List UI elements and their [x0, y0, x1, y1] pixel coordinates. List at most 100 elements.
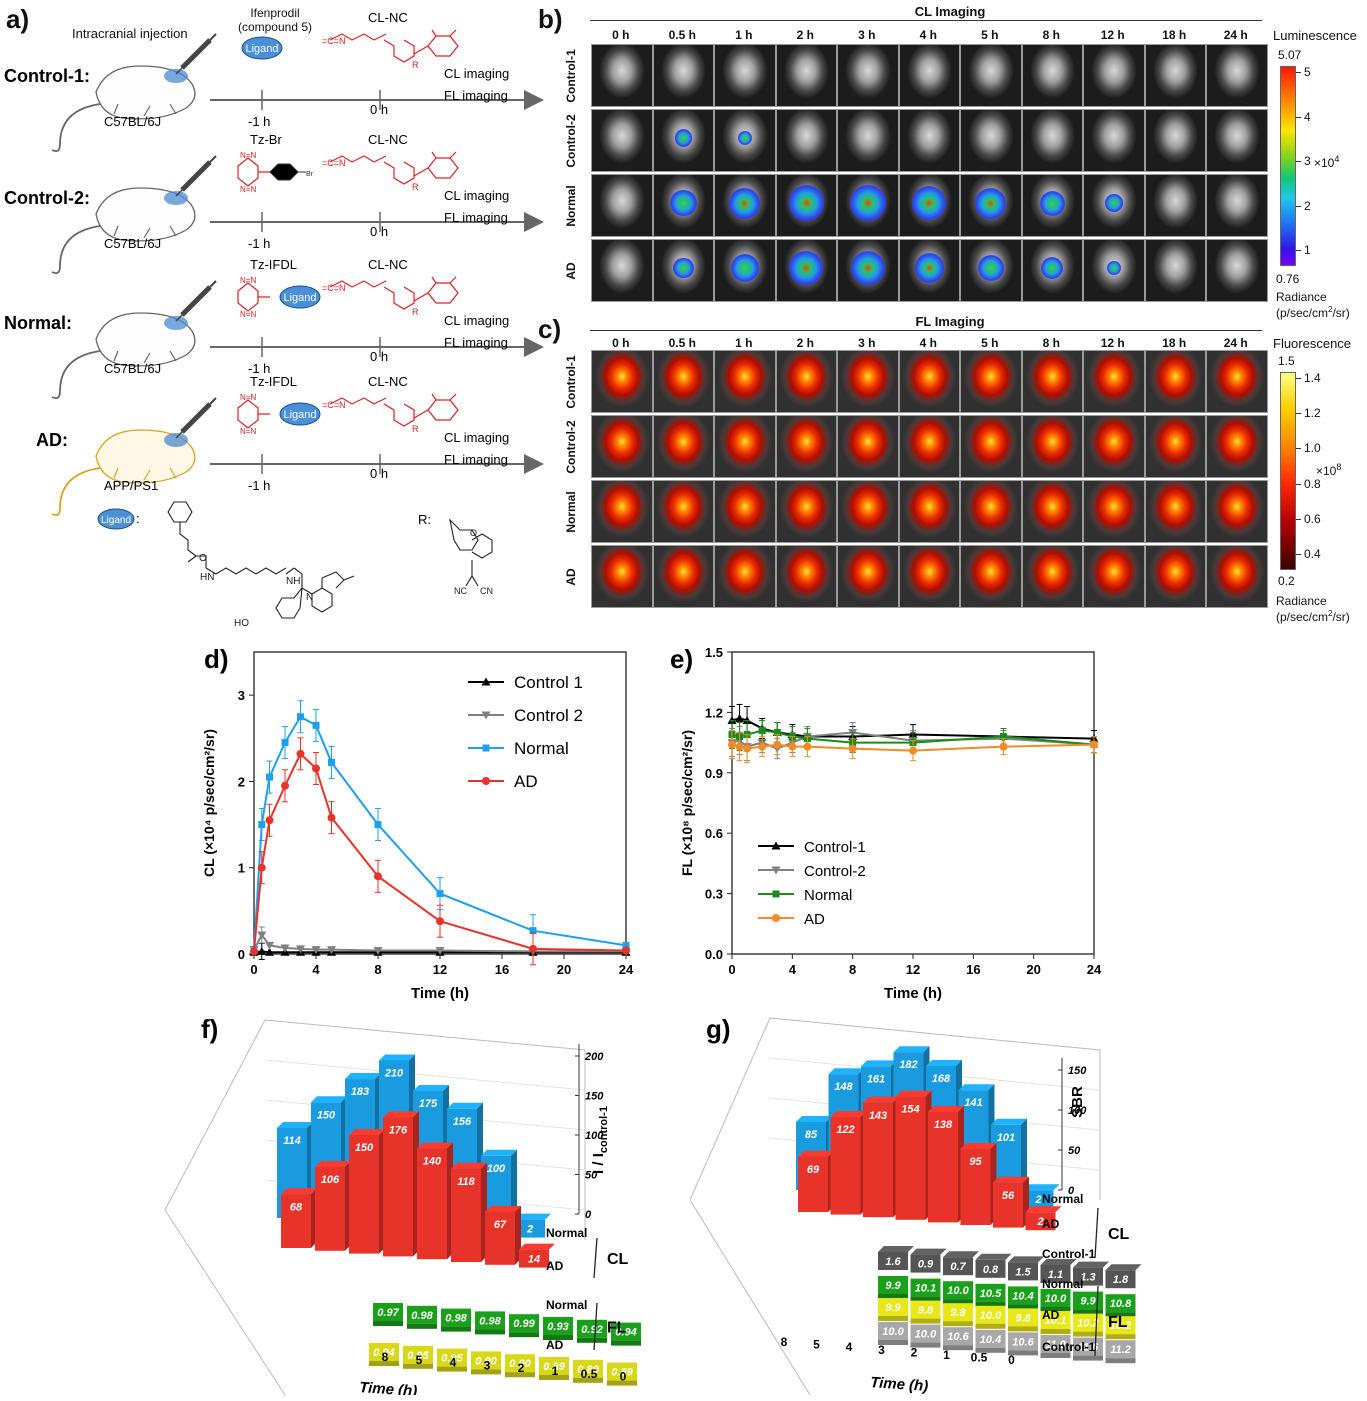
data-point [296, 945, 305, 954]
fl-image [1083, 545, 1145, 608]
cl-image [960, 174, 1022, 237]
bar [607, 1362, 637, 1381]
time-header: 12 h [1100, 28, 1125, 42]
svg-text:N: N [306, 592, 313, 603]
bar-value-label: 143 [869, 1110, 887, 1122]
bar [451, 1168, 481, 1262]
probe-label: CL-NC [368, 132, 408, 147]
luminescence-spot [977, 254, 1004, 282]
data-point [481, 677, 491, 686]
luminescence-spot [914, 253, 944, 283]
data-point [257, 931, 267, 940]
series-ad [250, 737, 630, 966]
legend-label: Control 2 [514, 706, 583, 725]
bar-value-label: 1.5 [1015, 1266, 1031, 1278]
bar-top [991, 1118, 1027, 1125]
bar-top [1073, 1261, 1109, 1268]
cl-imaging-text: CL imaging [444, 188, 509, 203]
cl-image [1021, 174, 1083, 237]
fl-colorbar-max: 1.5 [1278, 354, 1295, 368]
legend-entry: AD [758, 911, 825, 928]
x-category-label: 2 [518, 1361, 525, 1375]
bar-top [975, 1253, 1012, 1260]
cl-image [652, 44, 714, 107]
bar [1008, 1262, 1038, 1281]
bar-value-label: 168 [932, 1073, 951, 1085]
bar [798, 1156, 828, 1212]
z-axis-label: SBR [1069, 1086, 1086, 1118]
bar-value-label: 176 [389, 1124, 408, 1136]
x-category-label: 8 [781, 1335, 788, 1349]
data-point [328, 758, 335, 766]
bar [910, 1254, 941, 1273]
svg-text:N=N: N=N [240, 276, 256, 285]
series-axis-label: Normal [546, 1226, 587, 1240]
data-point [258, 821, 266, 829]
fl-imaging-text: FL imaging [444, 210, 508, 225]
luminescence-spot [912, 186, 947, 221]
bar-value-label: 114 [283, 1135, 301, 1147]
cl-image [898, 44, 960, 107]
legend-entry: Normal [758, 887, 852, 904]
luminescence-spot [729, 187, 761, 219]
group-label-fl: FL [1108, 1314, 1128, 1331]
cl-image [1206, 109, 1268, 172]
bar [943, 1281, 973, 1300]
time-minus-1: -1 h [248, 361, 270, 376]
luminescence-spot [789, 251, 824, 286]
bar [975, 1305, 1006, 1324]
time-header: 2 h [796, 336, 814, 350]
data-point [312, 721, 320, 729]
svg-text:N=N: N=N [240, 427, 256, 436]
data-point [374, 872, 382, 881]
bar [403, 1345, 433, 1364]
reagent-label: Tz-IFDL [250, 374, 297, 389]
luminescence-spot [1106, 260, 1121, 276]
row-label: Control-1 [564, 48, 578, 103]
protocol-row-4: AD: APP/PS1 -1 h 0 h CL imaging FL imaging CL-… [36, 374, 544, 517]
fl-image [1144, 350, 1206, 413]
data-point [622, 946, 630, 955]
time-zero: 0 h [370, 466, 388, 481]
bar-top [451, 1162, 487, 1169]
data-point [265, 816, 274, 825]
bar-value-label: 11.6 [1078, 1342, 1099, 1354]
data-point [327, 946, 336, 955]
bar-value-label: 100 [487, 1163, 506, 1175]
ligand-structure: O HN NH N HO [167, 501, 355, 629]
cl-colorbar-unit2: (p/sec/cm2/sr) [1276, 305, 1350, 320]
fl-imaging-text: FL imaging [444, 452, 508, 467]
bar-value-label: 1.8 [1113, 1274, 1129, 1286]
bar [960, 1149, 991, 1225]
bar [407, 1305, 437, 1324]
fl-unit-b: /sr) [1332, 610, 1350, 624]
bar-value-label: 10.0 [980, 1310, 1002, 1322]
bar-series-control-1-fl: 10.0 10.0 10.6 10.4 10.6 11.0 11.6 11.2 [878, 1322, 1136, 1364]
bar-value-label: 0.90 [475, 1355, 497, 1367]
bar [943, 1327, 973, 1346]
fl-image [960, 350, 1022, 413]
series-axis-label: Normal [1042, 1277, 1083, 1291]
bar [1025, 1212, 1056, 1231]
fl-image [898, 545, 960, 608]
data-point [1000, 733, 1007, 741]
bar-value-label: 68 [290, 1201, 303, 1213]
fl-colorbar-ticks: 1.4 1.2 1.0 0.8 0.6 0.4 [1296, 371, 1336, 568]
bar [1040, 1289, 1071, 1307]
bar-value-label: 2 [526, 1224, 533, 1236]
panel-b: b) CL Imaging 0 h 0.5 h 1 h 2 h 3 h 4 h 5 h 8 h… [538, 0, 1367, 320]
data-point [327, 813, 336, 822]
group-name: AD: [36, 430, 68, 450]
x-category-label: 1 [552, 1364, 559, 1378]
colorbar-tick-label: 0.6 [1304, 511, 1321, 526]
group-label-cl: CL [607, 1251, 629, 1268]
colorbar-tick [1296, 378, 1301, 379]
bar-top [277, 1121, 313, 1128]
y-tick-label: 0.9 [705, 766, 723, 781]
cl-image [591, 109, 653, 172]
cl-image [837, 174, 899, 237]
bar-top [311, 1096, 347, 1103]
fl-image [591, 350, 653, 413]
data-point [788, 742, 797, 751]
